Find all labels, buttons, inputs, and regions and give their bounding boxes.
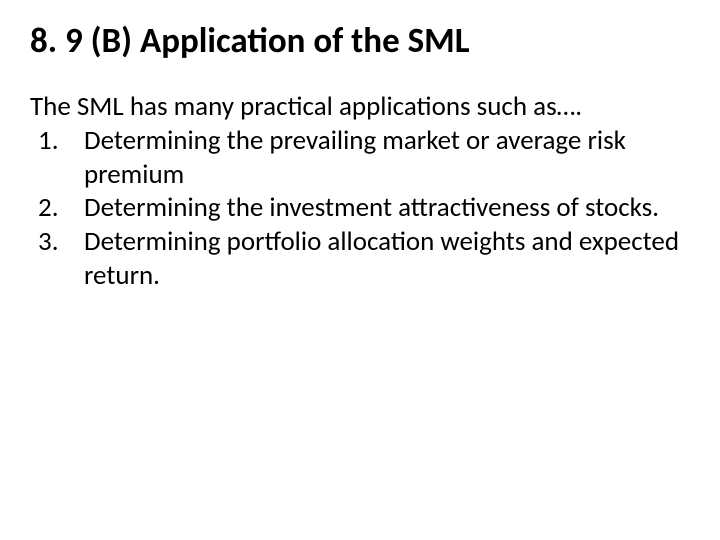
application-list: Determining the prevailing market or ave… <box>30 124 690 293</box>
list-item: Determining portfolio allocation weights… <box>30 225 690 293</box>
list-item: Determining the investment attractivenes… <box>30 191 690 225</box>
intro-text: The SML has many practical applications … <box>30 90 690 124</box>
slide-title: 8. 9 (B) Application of the SML <box>30 20 690 62</box>
list-item: Determining the prevailing market or ave… <box>30 124 690 192</box>
